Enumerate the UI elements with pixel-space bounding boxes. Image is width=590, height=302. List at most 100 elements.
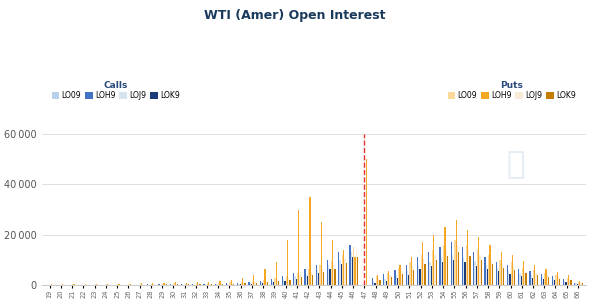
Bar — [250, 283, 251, 285]
Bar — [276, 262, 277, 285]
Bar — [431, 266, 432, 285]
Bar — [452, 255, 453, 285]
Bar — [240, 284, 241, 285]
Bar — [169, 284, 171, 285]
Bar — [350, 252, 352, 285]
Bar — [518, 269, 519, 285]
Bar — [278, 281, 280, 285]
Bar — [94, 284, 96, 285]
Bar — [254, 282, 255, 285]
Bar — [565, 282, 567, 285]
Bar — [484, 258, 486, 285]
Bar — [356, 251, 357, 285]
Bar — [62, 284, 63, 285]
Bar — [198, 284, 199, 285]
Bar — [272, 281, 273, 285]
Bar — [558, 277, 559, 285]
Bar — [117, 284, 119, 285]
Bar — [376, 276, 377, 285]
Bar — [555, 275, 557, 285]
Bar — [323, 272, 325, 285]
Bar — [377, 275, 378, 285]
Bar — [513, 266, 514, 285]
Bar — [508, 270, 509, 285]
Bar — [533, 270, 534, 285]
Bar — [339, 260, 340, 285]
Bar — [263, 280, 264, 285]
Bar — [187, 284, 188, 285]
Bar — [327, 260, 328, 285]
Bar — [433, 235, 434, 285]
Bar — [408, 275, 409, 285]
Bar — [298, 210, 299, 285]
Bar — [188, 284, 189, 285]
Bar — [277, 280, 278, 285]
Bar — [255, 283, 257, 285]
Bar — [571, 280, 572, 285]
Bar — [218, 283, 219, 285]
Bar — [581, 283, 582, 285]
Bar — [423, 259, 424, 285]
Bar — [578, 282, 579, 285]
Bar — [520, 276, 522, 285]
Bar — [176, 284, 177, 285]
Bar — [498, 271, 499, 285]
Bar — [462, 247, 463, 285]
Bar — [529, 271, 530, 285]
Bar — [530, 275, 532, 285]
Bar — [499, 260, 500, 285]
Bar — [522, 268, 523, 285]
Bar — [454, 240, 455, 285]
Bar — [301, 277, 302, 285]
Bar — [413, 270, 414, 285]
Bar — [243, 283, 244, 285]
Bar — [140, 284, 141, 285]
Bar — [554, 280, 555, 285]
Bar — [579, 281, 581, 285]
Bar — [557, 272, 558, 285]
Bar — [373, 281, 375, 285]
Bar — [207, 283, 208, 285]
Bar — [312, 275, 313, 285]
Bar — [253, 275, 254, 285]
Bar — [290, 280, 291, 285]
Bar — [286, 276, 287, 285]
Bar — [532, 278, 533, 285]
Bar — [152, 283, 153, 285]
Bar — [514, 270, 516, 285]
Bar — [421, 255, 422, 285]
Bar — [311, 272, 312, 285]
Bar — [244, 283, 245, 285]
Bar — [500, 252, 502, 285]
Bar — [507, 265, 508, 285]
Bar — [469, 256, 470, 285]
Bar — [186, 283, 187, 285]
Bar — [119, 284, 120, 285]
Bar — [332, 240, 333, 285]
Bar — [273, 282, 274, 285]
Bar — [266, 281, 267, 285]
Bar — [338, 252, 339, 285]
Bar — [497, 268, 498, 285]
Bar — [221, 284, 222, 285]
Bar — [490, 260, 491, 285]
Bar — [231, 280, 232, 285]
Bar — [282, 276, 283, 285]
Bar — [478, 237, 479, 285]
Bar — [457, 245, 458, 285]
Bar — [372, 278, 373, 285]
Bar — [309, 197, 311, 285]
Bar — [540, 274, 542, 285]
Bar — [509, 274, 510, 285]
Bar — [489, 245, 490, 285]
Bar — [548, 277, 549, 285]
Bar — [407, 271, 408, 285]
Bar — [388, 271, 389, 285]
Bar — [345, 259, 346, 285]
Bar — [355, 258, 356, 285]
Bar — [227, 284, 228, 285]
Bar — [353, 247, 355, 285]
Bar — [467, 230, 468, 285]
Bar — [147, 284, 148, 285]
Bar — [219, 281, 221, 285]
